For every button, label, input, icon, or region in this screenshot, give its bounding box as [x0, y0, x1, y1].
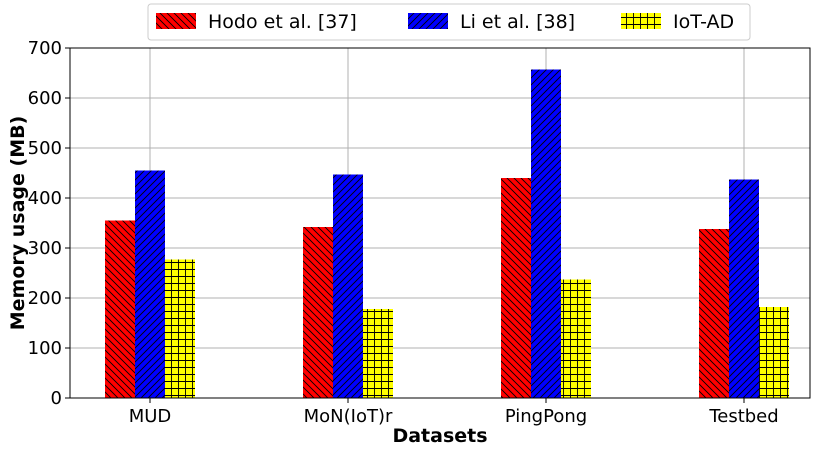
y-tick-label: 200 [28, 288, 62, 309]
bar-hatch [303, 227, 333, 398]
bar-hatch [501, 178, 531, 398]
y-tick-label: 100 [28, 338, 62, 359]
legend-swatch-hatch [156, 13, 196, 29]
x-axis-title: Datasets [392, 425, 487, 447]
y-tick-label: 0 [51, 388, 62, 409]
y-axis-ticks: 0 100 200 300 400 500 600 700 [28, 38, 70, 409]
x-tick-label: PingPong [505, 406, 587, 427]
legend-box [147, 3, 751, 41]
legend-swatch-hatch [408, 13, 448, 29]
legend-label: IoT-AD [673, 11, 734, 33]
y-tick-label: 400 [28, 188, 62, 209]
bar-hatch [561, 279, 591, 398]
y-tick-label: 500 [28, 138, 62, 159]
legend: Hodo et al. [37] Li et al. [38] IoT-AD [147, 3, 751, 41]
bar-hatch [105, 220, 135, 398]
y-axis-title: Memory usage (MB) [7, 116, 29, 331]
y-tick-label: 300 [28, 238, 62, 259]
y-tick-label: 700 [28, 38, 62, 59]
bar-hatch [729, 179, 759, 398]
bar-hatch [759, 307, 789, 398]
bar-hatch [363, 309, 393, 398]
x-tick-label: Testbed [708, 406, 778, 427]
legend-swatch-hatch [621, 13, 661, 29]
x-tick-label: MoN(IoT)r [304, 406, 393, 427]
legend-label: Hodo et al. [37] [208, 11, 357, 33]
bar-hatch [165, 259, 195, 398]
bar-hatch [135, 170, 165, 398]
legend-label: Li et al. [38] [460, 11, 575, 33]
bar-hatch [333, 174, 363, 398]
x-tick-label: MUD [129, 406, 172, 427]
bar-hatch [699, 229, 729, 398]
y-tick-label: 600 [28, 88, 62, 109]
bars [105, 69, 789, 398]
plot-frame [69, 47, 811, 399]
x-axis-ticks: MUD MoN(IoT)r PingPong Testbed [129, 398, 779, 427]
bar-hatch [531, 69, 561, 398]
